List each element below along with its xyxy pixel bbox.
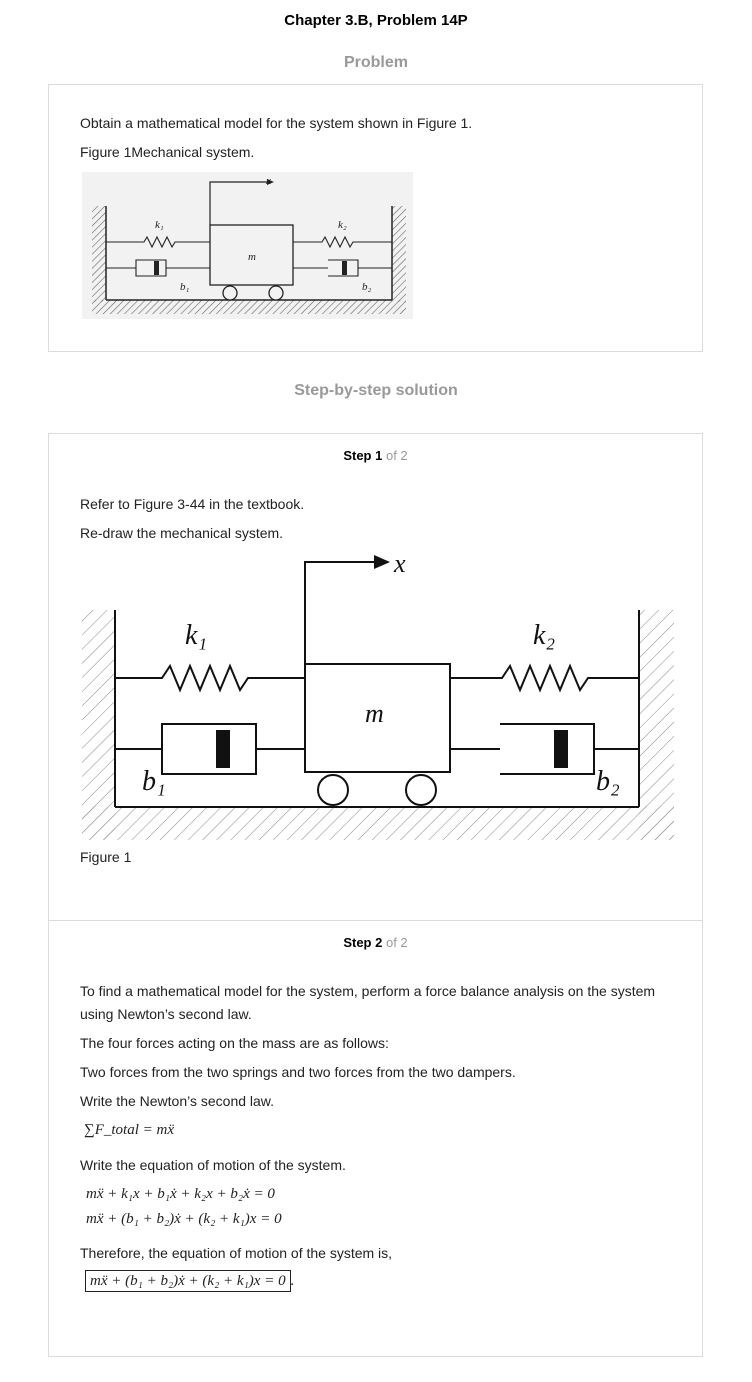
problem-text: Obtain a mathematical model for the syst… — [80, 115, 473, 131]
problem-figure: k₁ k₂ m b₁ b₂ x — [82, 172, 413, 319]
step-2-forces-line: The four forces acting on the mass are a… — [80, 1035, 389, 1051]
final-equation: mẍ + (b₁ + b₂)ẋ + (k₂ + k₁)x = 0. — [85, 1270, 295, 1292]
problem-label-m: m — [248, 251, 256, 263]
problem-figure-caption: Figure 1Mechanical system. — [80, 144, 255, 160]
equation-motion-1: mẍ + k₁x + b₁ẋ + k₂x + b₂ẋ = 0 — [86, 1186, 275, 1202]
solution-card: Step 1 of 2 Refer to Figure 3-44 in the … — [48, 433, 703, 1357]
problem-label-b2: b₂ — [362, 281, 372, 293]
step-1-label-k2: k₂ — [533, 620, 555, 651]
step-2-eom-line: Write the equation of motion of the syst… — [80, 1157, 346, 1173]
problem-heading: Problem — [343, 54, 408, 71]
step-divider — [49, 920, 702, 921]
step-2-conclusion-line: Therefore, the equation of motion of the… — [80, 1245, 393, 1261]
chapter-title: Chapter 3.B, Problem 14P — [284, 12, 468, 29]
step-1-of: of 2 — [385, 448, 408, 463]
equation-motion-2: mẍ + (b₁ + b₂)ẋ + (k₂ + k₁)x = 0 — [86, 1211, 282, 1227]
final-equation-box: mẍ + (b₁ + b₂)ẋ + (k₂ + k₁)x = 0 — [85, 1270, 291, 1292]
problem-card: Obtain a mathematical model for the syst… — [48, 84, 703, 352]
step-1-figure-caption: Figure 1 — [80, 849, 132, 865]
step-1-line-1: Refer to Figure 3-44 in the textbook. — [80, 496, 305, 512]
problem-label-b1: b₁ — [180, 281, 190, 293]
final-equation-period: . — [290, 1273, 295, 1289]
step-2-forces-detail: Two forces from the two springs and two … — [80, 1064, 516, 1080]
problem-label-k2: k₂ — [338, 219, 347, 231]
step-1-title: Step 1 — [343, 448, 383, 463]
step-1-label-m: m — [365, 699, 384, 728]
step-1-label-k1: k₁ — [185, 620, 207, 651]
step-2-label: Step 2 of 2 — [49, 935, 702, 950]
solution-heading: Step-by-step solution — [294, 382, 458, 399]
step-1-figure: k₁ k₂ m b₁ b₂ x — [82, 550, 674, 840]
step-2-newton-line: Write the Newton’s second law. — [80, 1093, 275, 1109]
step-2-intro: To find a mathematical model for the sys… — [80, 983, 656, 1022]
problem-label-k1: k₁ — [155, 219, 164, 231]
step-1-label-x: x — [393, 550, 406, 578]
problem-label-x: x — [265, 175, 271, 187]
step-1-line-2: Re-draw the mechanical system. — [80, 525, 284, 541]
step-1-label-b1: b₁ — [142, 766, 166, 797]
step-1-label: Step 1 of 2 — [49, 448, 702, 463]
step-2-of: of 2 — [385, 935, 408, 950]
equation-newton: ∑F_total = mẍ — [84, 1122, 174, 1138]
step-1-label-b2: b₂ — [596, 766, 620, 797]
step-2-title: Step 2 — [343, 935, 383, 950]
